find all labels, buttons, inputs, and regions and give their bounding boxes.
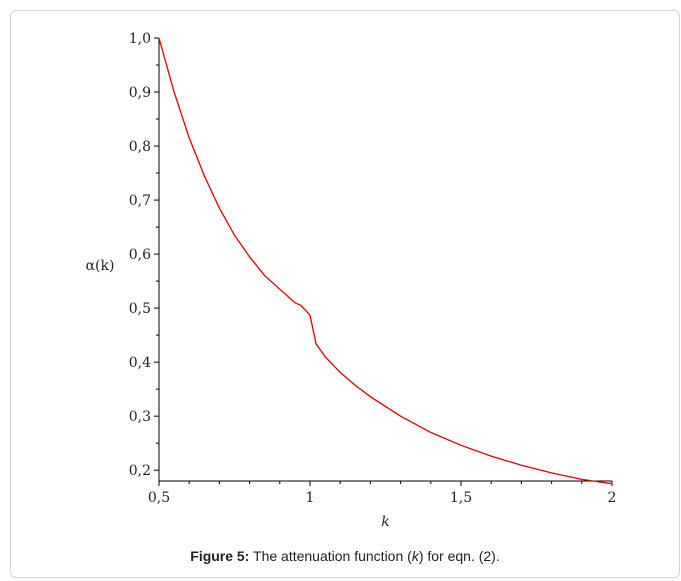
y-tick-label: 0,7 [129,193,151,209]
y-axis-label: α(k) [86,258,115,274]
x-axis-label: k [381,514,389,530]
figure-frame [10,10,680,578]
series-line [158,37,613,485]
caption-variable: k [411,548,419,564]
figure-caption: Figure 5: The attenuation function (k) f… [10,548,680,564]
y-tick-label: 0,9 [129,85,151,101]
x-tick-label: 1,5 [450,490,472,506]
y-tick-label: 0,6 [129,247,151,263]
axes [158,38,612,482]
caption-text-pre: The attenuation function ( [249,548,412,564]
ticks: 0,2 0,3 0,4 0,5 0,6 0,7 0,8 0,9 1,0 0,5 1 1,5 2 [129,31,617,506]
series-layer [158,37,613,485]
y-tick-label: 0,2 [129,463,151,479]
caption-text-post: ) for eqn. (2). [418,548,500,564]
x-tick-label: 0,5 [148,490,170,506]
y-tick-label: 0,3 [129,409,151,425]
caption-label: Figure 5: [190,548,250,564]
y-tick-label: 0,5 [129,301,151,317]
y-tick-label: 0,4 [129,355,151,371]
x-tick-label: 2 [608,490,617,506]
y-tick-label: 0,8 [129,139,151,155]
x-tick-label: 1 [306,490,315,506]
y-tick-label: 1,0 [129,31,151,47]
